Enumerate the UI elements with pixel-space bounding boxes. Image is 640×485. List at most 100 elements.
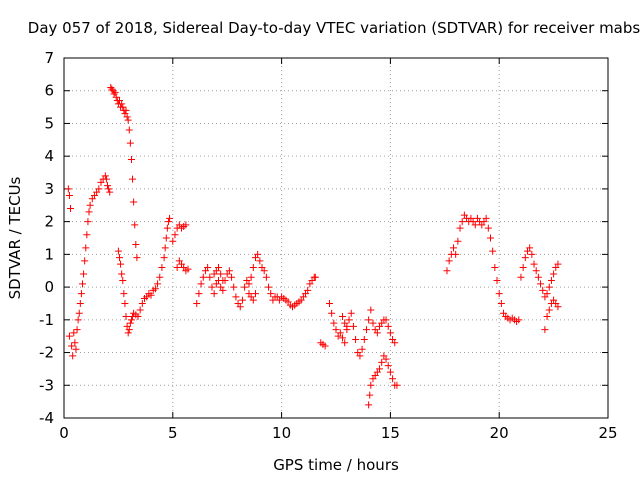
data-point (136, 306, 144, 314)
data-point (539, 286, 547, 294)
data-point (195, 290, 203, 298)
data-point (238, 296, 246, 304)
data-point (495, 290, 503, 298)
data-point (367, 381, 375, 389)
x-tick-label: 0 (59, 424, 69, 442)
data-point (343, 322, 351, 330)
data-point (267, 290, 275, 298)
y-tick-label: -4 (39, 409, 54, 427)
data-point (554, 303, 562, 311)
y-tick-label: 6 (44, 82, 54, 100)
data-point (171, 231, 179, 239)
y-tick-label: -2 (39, 344, 54, 362)
data-point (256, 257, 264, 265)
data-point (347, 309, 355, 317)
data-point (325, 299, 333, 307)
data-point (71, 339, 79, 347)
data-point (526, 244, 534, 252)
data-point (104, 182, 112, 190)
data-point (521, 254, 529, 262)
data-point (84, 218, 92, 226)
data-point (471, 221, 479, 229)
data-point (493, 277, 501, 285)
data-point (126, 139, 134, 147)
data-point (197, 280, 205, 288)
data-point (115, 254, 123, 262)
data-point (304, 286, 312, 294)
data-point (386, 368, 394, 376)
data-point (210, 290, 218, 298)
data-point (69, 352, 77, 360)
y-tick-label: 1 (44, 245, 54, 263)
data-point (68, 342, 76, 350)
data-point (519, 263, 527, 271)
data-point (236, 303, 244, 311)
data-point (336, 329, 344, 337)
data-point (193, 299, 201, 307)
data-point (162, 234, 170, 242)
data-point (81, 257, 89, 265)
data-point (445, 257, 453, 265)
data-point (219, 286, 227, 294)
data-point (67, 205, 75, 213)
data-point (339, 334, 347, 342)
data-point (118, 100, 126, 108)
data-point (360, 335, 368, 343)
data-point (158, 263, 166, 271)
data-point (154, 280, 162, 288)
data-point (64, 185, 72, 193)
data-point (78, 280, 86, 288)
data-point (369, 319, 377, 327)
data-point (108, 85, 116, 93)
data-points (64, 83, 562, 409)
data-point (311, 273, 319, 281)
data-point (341, 339, 349, 347)
y-axis-label: SDTVAR / TECUs (6, 176, 24, 299)
data-point (245, 280, 253, 288)
data-point (456, 224, 464, 232)
data-point (450, 244, 458, 252)
data-point (206, 273, 214, 281)
data-point (489, 247, 497, 255)
data-point (80, 270, 88, 278)
data-point (517, 273, 525, 281)
y-tick-label: 0 (44, 278, 54, 296)
data-point (265, 283, 273, 291)
data-point (121, 299, 129, 307)
data-point (122, 313, 130, 321)
data-point (65, 332, 73, 340)
data-point (543, 290, 551, 298)
data-point (443, 267, 451, 275)
data-point (543, 313, 551, 321)
data-point (106, 188, 114, 196)
data-point (249, 296, 257, 304)
data-point (156, 273, 164, 281)
y-tick-label: 2 (44, 213, 54, 231)
data-point (124, 329, 132, 337)
data-point (497, 299, 505, 307)
data-point (382, 316, 390, 324)
data-point (86, 201, 94, 209)
data-point (112, 93, 120, 101)
data-point (75, 309, 83, 317)
data-point (147, 291, 155, 299)
data-point (230, 283, 238, 291)
data-point (554, 260, 562, 268)
data-point (123, 113, 131, 121)
data-point (532, 267, 540, 275)
data-point (262, 273, 270, 281)
data-point (151, 285, 159, 293)
data-point (452, 250, 460, 258)
ticks: 0 5 10 15 20 25 -4 -3 -2 -1 0 1 2 3 4 5 6 7 (39, 49, 618, 442)
x-tick-label: 10 (272, 424, 291, 442)
data-point (208, 283, 216, 291)
data-point (541, 326, 549, 334)
data-point (76, 299, 84, 307)
data-point (254, 250, 262, 258)
data-point (537, 280, 545, 288)
data-point (356, 352, 364, 360)
data-point (160, 254, 168, 262)
data-point (118, 270, 126, 278)
data-point (365, 401, 373, 409)
data-point (260, 267, 268, 275)
